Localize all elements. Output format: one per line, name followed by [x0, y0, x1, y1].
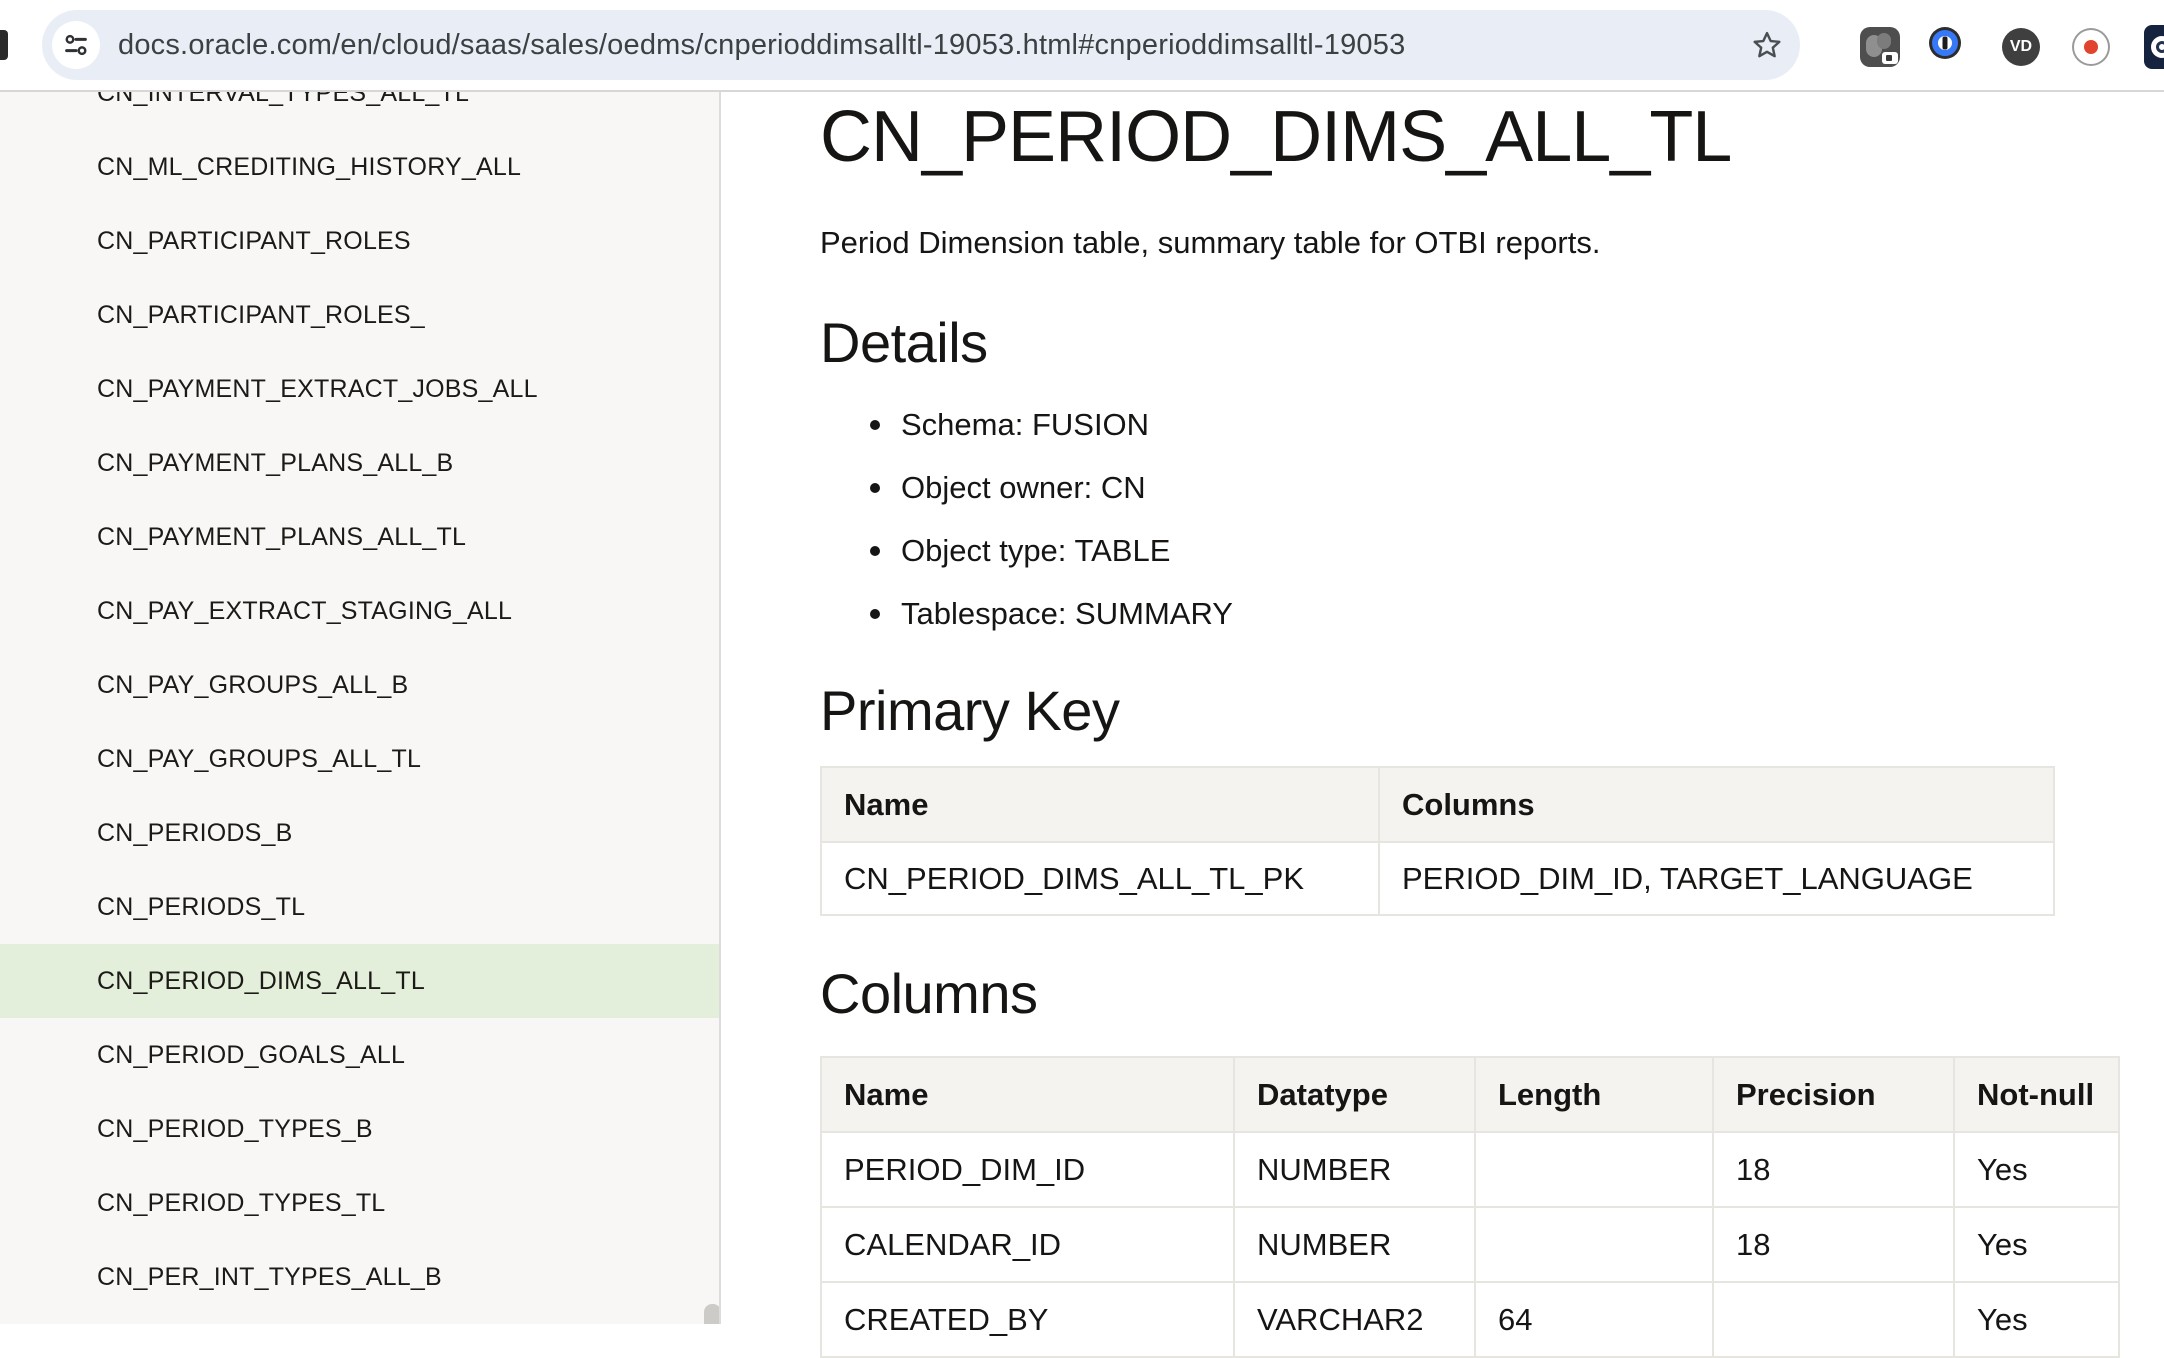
column-header: Name — [820, 1056, 1235, 1133]
sidebar-item[interactable]: CN_PAY_GROUPS_ALL_B — [97, 671, 409, 699]
sidebar-item[interactable]: CN_PAYMENT_EXTRACT_JOBS_ALL — [97, 375, 538, 403]
url-text[interactable]: docs.oracle.com/en/cloud/saas/sales/oedm… — [118, 29, 1406, 61]
table-cell: NUMBER — [1233, 1206, 1476, 1283]
sidebar-item[interactable]: CN_PAY_GROUPS_ALL_TL — [97, 745, 422, 773]
table-row: CALENDAR_ID NUMBER 18 Yes — [820, 1206, 2120, 1283]
sidebar-item[interactable]: CN_PER_INT_TYPES_ALL_B — [97, 1263, 442, 1291]
table-cell — [1712, 1281, 1955, 1358]
sidebar-item[interactable]: CN_INTERVAL_TYPES_ALL_TL — [97, 92, 470, 107]
table-cell: Yes — [1953, 1281, 2120, 1358]
video-badge-icon — [1882, 52, 1898, 64]
column-header: Precision — [1712, 1056, 1955, 1133]
table-cell: PERIOD_DIM_ID — [820, 1131, 1235, 1208]
table-header-row: Name Datatype Length Precision Not-null — [820, 1056, 2120, 1133]
table-list: CN_INTERVAL_TYPES_ALL_TL CN_ML_CREDITING… — [0, 92, 719, 1314]
primary-key-heading: Primary Key — [820, 679, 1120, 742]
table-cell: VARCHAR2 — [1233, 1281, 1476, 1358]
table-list-sidebar: CN_INTERVAL_TYPES_ALL_TL CN_ML_CREDITING… — [0, 92, 721, 1324]
sidebar-item[interactable]: CN_PERIOD_TYPES_TL — [97, 1189, 386, 1217]
column-header: Columns — [1378, 766, 2055, 843]
sidebar-item[interactable]: CN_PARTICIPANT_ROLES — [97, 227, 411, 255]
sidebar-item[interactable]: CN_PAYMENT_PLANS_ALL_B — [97, 449, 454, 477]
screen-capture-extension-icon[interactable] — [1860, 27, 1900, 67]
column-header: Not-null — [1953, 1056, 2120, 1133]
table-row: CN_PERIOD_DIMS_ALL_TL_PK PERIOD_DIM_ID, … — [820, 841, 2055, 916]
clipped-extension-icon[interactable] — [2144, 25, 2164, 69]
address-bar[interactable]: docs.oracle.com/en/cloud/saas/sales/oedm… — [42, 10, 1800, 80]
sidebar-item-selected[interactable]: CN_PERIOD_DIMS_ALL_TL — [0, 944, 719, 1018]
detail-item: Tablespace: SUMMARY — [820, 582, 1233, 645]
onepassword-extension-icon[interactable] — [1932, 30, 1958, 56]
clipped-toolbar-icon — [0, 30, 8, 60]
site-settings-button[interactable] — [52, 21, 100, 69]
table-cell: 18 — [1712, 1131, 1955, 1208]
sidebar-item[interactable]: CN_PERIOD_TYPES_B — [97, 1115, 373, 1143]
sidebar-item[interactable]: CN_PERIODS_TL — [97, 893, 306, 921]
table-cell: 18 — [1712, 1206, 1955, 1283]
table-cell: CN_PERIOD_DIMS_ALL_TL_PK — [820, 841, 1380, 916]
table-cell: PERIOD_DIM_ID, TARGET_LANGUAGE — [1378, 841, 2055, 916]
column-header: Datatype — [1233, 1056, 1476, 1133]
tune-icon — [65, 34, 87, 56]
sidebar-item[interactable]: CN_ML_CREDITING_HISTORY_ALL — [97, 153, 522, 181]
table-header-row: Name Columns — [820, 766, 2055, 843]
vd-extension-icon[interactable]: VD — [2002, 28, 2040, 66]
detail-item: Object type: TABLE — [820, 519, 1233, 582]
details-heading: Details — [820, 311, 988, 374]
bookmark-star-icon[interactable] — [1750, 28, 1784, 62]
table-cell: CALENDAR_ID — [820, 1206, 1235, 1283]
detail-item: Object owner: CN — [820, 456, 1233, 519]
table-cell — [1474, 1206, 1714, 1283]
sidebar-scrollbar-thumb[interactable] — [704, 1304, 719, 1324]
sidebar-item[interactable]: CN_PAYMENT_PLANS_ALL_TL — [97, 523, 467, 551]
table-cell: NUMBER — [1233, 1131, 1476, 1208]
table-row: PERIOD_DIM_ID NUMBER 18 Yes — [820, 1131, 2120, 1208]
columns-table: Name Datatype Length Precision Not-null … — [820, 1056, 2120, 1358]
sidebar-item[interactable]: CN_PAY_EXTRACT_STAGING_ALL — [97, 597, 513, 625]
column-header: Name — [820, 766, 1380, 843]
primary-key-table: Name Columns CN_PERIOD_DIMS_ALL_TL_PK PE… — [820, 766, 2055, 916]
details-list: Schema: FUSION Object owner: CN Object t… — [820, 393, 1233, 645]
table-cell: Yes — [1953, 1131, 2120, 1208]
sidebar-item[interactable]: CN_PARTICIPANT_ROLES_ — [97, 301, 425, 329]
doc-content: CN_PERIOD_DIMS_ALL_TL Period Dimension t… — [723, 92, 2164, 1358]
page-title: CN_PERIOD_DIMS_ALL_TL — [820, 97, 1732, 177]
table-cell: Yes — [1953, 1206, 2120, 1283]
sidebar-item[interactable]: CN_PERIODS_B — [97, 819, 293, 847]
sidebar-item[interactable]: CN_PERIOD_GOALS_ALL — [97, 1041, 406, 1069]
page-description: Period Dimension table, summary table fo… — [820, 225, 1601, 260]
column-header: Length — [1474, 1056, 1714, 1133]
table-row: CREATED_BY VARCHAR2 64 Yes — [820, 1281, 2120, 1358]
detail-item: Schema: FUSION — [820, 393, 1233, 456]
table-cell: CREATED_BY — [820, 1281, 1235, 1358]
columns-heading: Columns — [820, 962, 1038, 1025]
table-cell — [1474, 1131, 1714, 1208]
table-cell: 64 — [1474, 1281, 1714, 1358]
recorder-extension-icon[interactable] — [2074, 30, 2108, 64]
browser-toolbar: docs.oracle.com/en/cloud/saas/sales/oedm… — [0, 0, 2164, 92]
